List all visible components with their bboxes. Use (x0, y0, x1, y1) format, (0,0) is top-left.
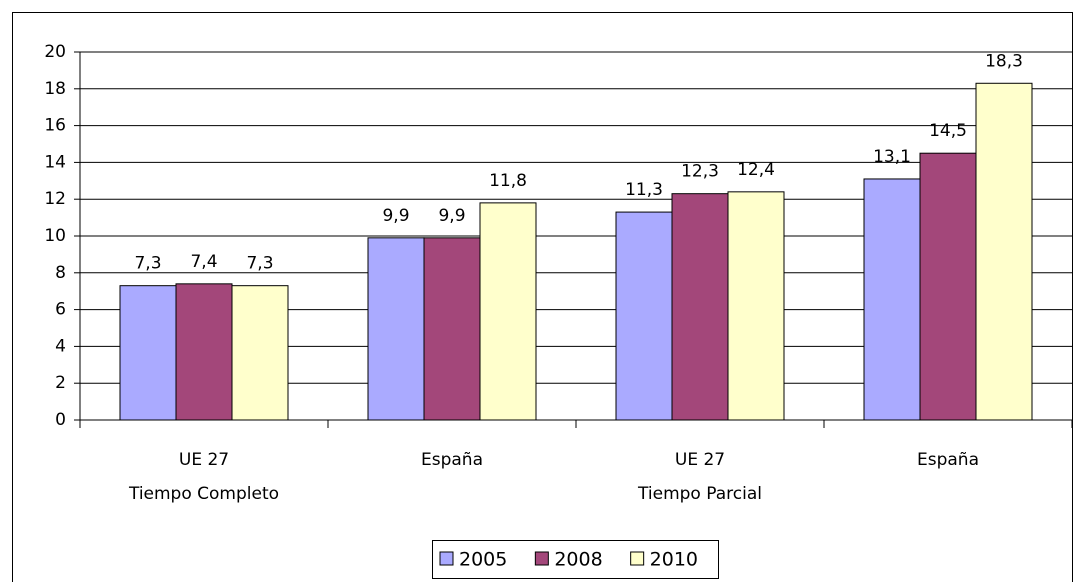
legend-swatch (534, 551, 549, 566)
data-label: 18,3 (985, 51, 1023, 71)
legend-label: 2010 (650, 549, 698, 571)
y-tick-label: 16 (44, 116, 66, 136)
bar (727, 191, 785, 421)
bar (423, 237, 481, 421)
y-tick-label: 0 (55, 410, 66, 430)
data-label: 11,8 (489, 171, 527, 191)
data-label: 9,9 (382, 206, 409, 226)
data-label: 12,3 (681, 162, 719, 182)
bar (919, 152, 977, 421)
data-label: 7,4 (190, 252, 217, 272)
y-tick-label: 6 (55, 300, 66, 320)
legend-label: 2005 (459, 549, 507, 571)
y-tick-label: 8 (55, 263, 66, 283)
data-label: 7,3 (134, 254, 161, 274)
x-group-label: Tiempo Completo (128, 484, 279, 504)
x-tick-label: UE 27 (675, 450, 725, 470)
bar (671, 193, 729, 421)
legend-label: 2008 (554, 549, 602, 571)
legend: 2005 2008 2010 (432, 540, 719, 579)
x-group-label: Tiempo Parcial (637, 484, 762, 504)
legend-swatch (630, 551, 645, 566)
data-label: 7,3 (246, 254, 273, 274)
y-tick-label: 4 (55, 336, 66, 356)
data-label: 12,4 (737, 160, 775, 180)
bar (119, 285, 177, 421)
y-tick-label: 12 (44, 189, 66, 209)
bar (863, 178, 921, 421)
y-tick-label: 18 (44, 79, 66, 99)
data-label: 13,1 (873, 147, 911, 167)
y-tick-label: 2 (55, 373, 66, 393)
bar (175, 283, 233, 421)
legend-swatch (439, 551, 454, 566)
y-tick-label: 10 (44, 226, 66, 246)
y-tick-label: 14 (44, 152, 66, 172)
data-label: 11,3 (625, 180, 663, 200)
bar (367, 237, 425, 421)
x-tick-label: España (421, 450, 483, 470)
bar (975, 82, 1033, 421)
data-label: 14,5 (929, 121, 967, 141)
bar (231, 285, 289, 421)
bar (479, 202, 537, 421)
x-tick-label: España (917, 450, 979, 470)
y-tick-label: 20 (44, 42, 66, 62)
data-label: 9,9 (438, 206, 465, 226)
x-tick-label: UE 27 (179, 450, 229, 470)
legend-box (432, 540, 719, 579)
bar (615, 211, 673, 421)
